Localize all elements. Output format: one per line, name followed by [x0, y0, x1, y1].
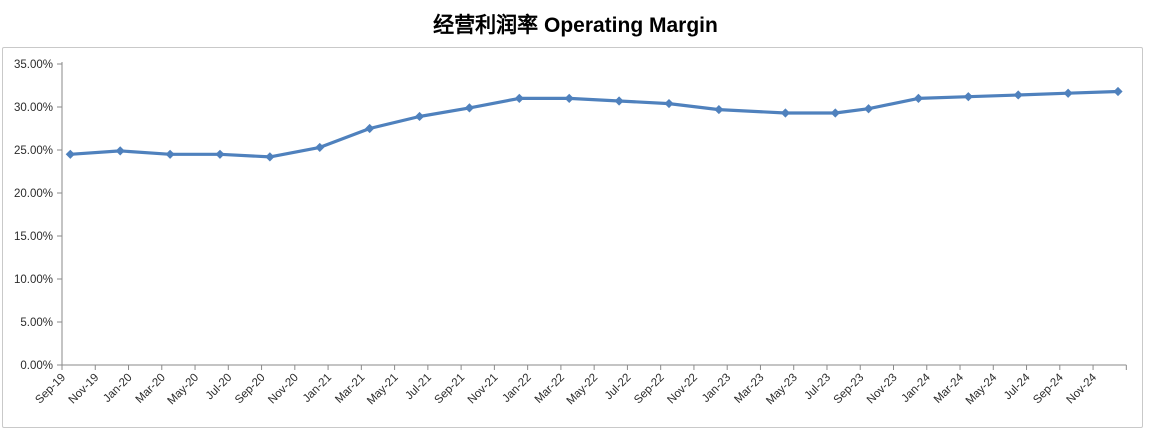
- x-axis-label: Sep-24: [1031, 371, 1066, 406]
- data-point-marker: [780, 108, 791, 118]
- x-axis-label: May-20: [166, 372, 202, 408]
- x-axis-label: Jul-21: [403, 372, 434, 403]
- x-axis-label: Jul-22: [603, 372, 634, 403]
- data-point-marker: [464, 103, 475, 113]
- data-point-marker: [265, 152, 275, 162]
- y-axis-label: 10.00%: [14, 274, 53, 286]
- x-axis-label: Jul-23: [802, 372, 833, 403]
- x-axis-label: Mar-21: [333, 372, 367, 406]
- data-point-marker: [65, 149, 75, 159]
- data-point-marker: [963, 92, 973, 102]
- x-axis-label: Jul-20: [204, 372, 235, 403]
- data-point-marker: [830, 108, 840, 118]
- y-axis-label: 35.00%: [14, 59, 53, 71]
- x-axis-label: Jan-22: [500, 372, 533, 405]
- x-axis-label: Sep-22: [632, 372, 667, 407]
- x-axis-label: Jan-24: [900, 371, 934, 405]
- x-axis-label: Nov-24: [1064, 371, 1099, 406]
- x-axis-label: Mar-22: [533, 372, 567, 406]
- data-point-marker: [165, 149, 175, 159]
- x-axis-label: Sep-19: [33, 372, 68, 407]
- data-point-marker: [1013, 90, 1023, 100]
- data-point-marker: [664, 98, 674, 109]
- x-axis-label: Nov-19: [67, 372, 102, 407]
- y-axis-label: 0.00%: [20, 360, 53, 372]
- x-axis-label: Jan-20: [101, 372, 134, 405]
- chart-title: 经营利润率 Operating Margin: [433, 14, 718, 37]
- x-axis-label: Nov-23: [865, 372, 900, 407]
- y-axis-label: 5.00%: [20, 317, 53, 329]
- x-axis-label: May-21: [365, 372, 401, 408]
- x-axis-label: Mar-24: [932, 371, 967, 406]
- data-point-marker: [714, 104, 724, 115]
- y-axis-label: 20.00%: [14, 188, 53, 200]
- x-axis-label: May-24: [964, 371, 1000, 407]
- data-point-marker: [564, 93, 574, 103]
- data-point-marker: [514, 93, 524, 103]
- data-point-marker: [414, 111, 425, 122]
- x-axis-label: Sep-20: [233, 372, 268, 407]
- series-line: [68, 89, 1120, 159]
- data-point-marker: [115, 146, 125, 156]
- y-axis-label: 15.00%: [14, 231, 53, 243]
- chart-area: 35.00% 30.00% 25.00% 20.00% 15.00% 10.00% 5.00…: [2, 47, 1143, 428]
- x-axis-label: Nov-20: [266, 372, 301, 407]
- data-point-marker: [614, 96, 624, 106]
- chart-canvas: 35.00% 30.00% 25.00% 20.00% 15.00% 10.00% 5.00…: [14, 59, 1127, 408]
- data-point-marker: [315, 142, 325, 153]
- x-axis-label: Sep-21: [433, 372, 468, 407]
- data-point-marker: [1063, 88, 1073, 98]
- x-axis-label: Nov-22: [665, 372, 700, 407]
- x-axis-label: Mar-20: [134, 372, 168, 406]
- data-point-marker: [215, 149, 225, 159]
- data-point-marker: [365, 123, 375, 134]
- x-axis-label: Mar-23: [732, 372, 766, 406]
- data-point-marker: [913, 93, 924, 103]
- x-axis-label: Jan-23: [700, 372, 733, 405]
- data-point-marker: [863, 104, 874, 114]
- x-axis-label: May-23: [764, 372, 800, 408]
- x-axis-label: Jan-21: [301, 372, 334, 405]
- x-axis-label: Sep-23: [832, 372, 867, 407]
- y-axis-label: 25.00%: [14, 145, 53, 157]
- x-axis-label: Nov-21: [466, 372, 501, 407]
- data-point-marker: [1113, 86, 1123, 97]
- x-axis-label: May-22: [565, 372, 601, 408]
- y-axis-label: 30.00%: [14, 102, 53, 114]
- x-axis-label: Jul-24: [1002, 371, 1033, 402]
